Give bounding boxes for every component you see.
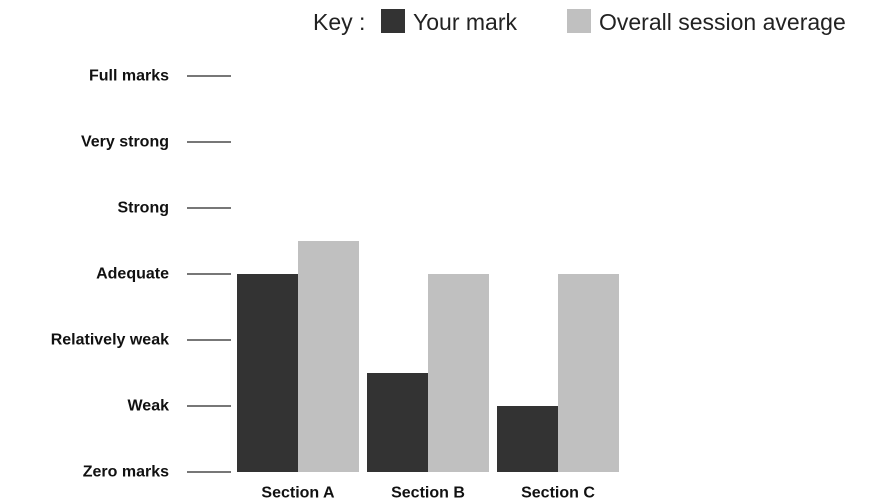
y-tick-label-weak: Weak: [127, 398, 169, 415]
y-tick-label-zero-marks: Zero marks: [83, 464, 169, 481]
bars: [237, 241, 619, 472]
legend-swatch-overall-session-average: [567, 9, 591, 33]
bar-section-b-your-mark: [367, 373, 428, 472]
x-tick-label-section-a: Section A: [261, 485, 335, 502]
y-tick-label-adequate: Adequate: [96, 266, 169, 283]
legend-swatch-your-mark: [381, 9, 405, 33]
legend-label-your-mark: Your mark: [413, 9, 517, 35]
legend-prefix: Key :: [313, 9, 365, 35]
y-tick-label-full-marks: Full marks: [89, 68, 169, 85]
bar-section-c-overall-session-average: [558, 274, 619, 472]
x-tick-label-section-c: Section C: [521, 485, 595, 502]
bar-section-c-your-mark: [497, 406, 558, 472]
bar-section-b-overall-session-average: [428, 274, 489, 472]
x-tick-label-section-b: Section B: [391, 485, 465, 502]
y-axis: Zero marks Weak Relatively weak Adequate Str…: [51, 68, 231, 481]
legend-label-overall-session-average: Overall session average: [599, 9, 846, 35]
legend: Key : Your mark Overall session average: [313, 9, 846, 35]
y-tick-label-strong: Strong: [117, 200, 169, 217]
bar-section-a-overall-session-average: [298, 241, 359, 472]
x-axis: Section A Section B Section C: [261, 485, 595, 502]
y-tick-label-very-strong: Very strong: [81, 134, 169, 151]
bar-section-a-your-mark: [237, 274, 298, 472]
y-tick-label-relatively-weak: Relatively weak: [51, 332, 169, 349]
